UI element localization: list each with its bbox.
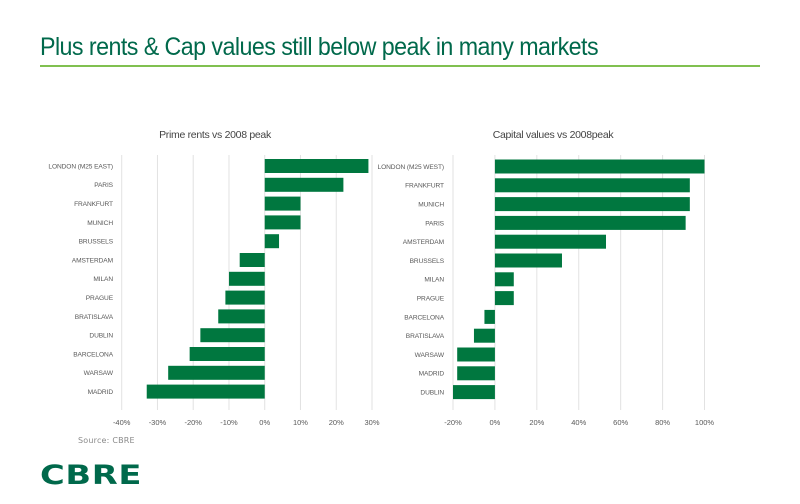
x-tick-label: -20% — [444, 418, 462, 427]
category-label: BRATISLAVA — [406, 333, 445, 340]
category-label: DUBLIN — [420, 390, 444, 397]
x-tick-label: 30% — [364, 418, 379, 427]
x-tick-label: -20% — [184, 418, 202, 427]
bar — [457, 366, 495, 381]
x-tick-label: -10% — [220, 418, 238, 427]
cbre-logo: CBRE — [40, 460, 143, 491]
category-label: PARIS — [425, 220, 444, 227]
bar — [264, 159, 369, 173]
bar — [494, 197, 690, 212]
bar — [494, 272, 514, 287]
bar — [225, 290, 265, 305]
category-label: WARSAW — [415, 352, 445, 359]
chart-title: Capital values vs 2008peak — [493, 129, 615, 141]
bar — [494, 215, 686, 230]
category-label: MILAN — [424, 277, 444, 284]
category-label: AMSTERDAM — [72, 257, 113, 264]
x-tick-label: 20% — [329, 418, 344, 427]
chart-title: Prime rents vs 2008 peak — [159, 129, 272, 141]
bar — [457, 347, 495, 362]
bar — [200, 328, 265, 343]
category-label: MILAN — [93, 276, 113, 283]
category-label: LONDON (M25 WEST) — [378, 164, 444, 171]
bar — [494, 178, 690, 193]
bar — [146, 384, 265, 399]
bar — [264, 215, 301, 230]
bar — [453, 385, 495, 400]
x-tick-label: 10% — [293, 418, 308, 427]
x-tick-label: 20% — [529, 418, 544, 427]
category-label: BARCELONA — [73, 351, 113, 358]
bar — [218, 309, 265, 324]
x-tick-label: -30% — [149, 418, 167, 427]
bar — [239, 253, 265, 267]
category-label: FRANKFURT — [74, 201, 113, 208]
source-note: Source: CBRE — [78, 436, 135, 445]
category-label: LONDON (M25 EAST) — [48, 163, 113, 170]
x-tick-label: 80% — [655, 418, 670, 427]
bar — [264, 196, 301, 211]
category-label: PRAGUE — [417, 296, 445, 303]
category-label: PRAGUE — [86, 295, 114, 302]
category-label: AMSTERDAM — [403, 239, 444, 246]
category-label: FRANKFURT — [405, 183, 444, 190]
x-tick-label: 0% — [489, 418, 500, 427]
x-tick-label: 0% — [259, 418, 270, 427]
bar — [228, 271, 265, 286]
x-tick-label: -40% — [113, 418, 131, 427]
capital-values-chart: Capital values vs 2008peak -20% 0% 20% 40% 60… — [378, 129, 715, 427]
bar — [494, 253, 562, 268]
title-underline — [40, 65, 760, 67]
bar — [264, 177, 344, 192]
category-label: WARSAW — [84, 370, 114, 377]
bar — [168, 365, 265, 380]
category-label: MADRID — [419, 371, 445, 378]
bar — [484, 309, 495, 324]
bar — [264, 234, 280, 249]
category-label: BRATISLAVA — [75, 314, 114, 321]
bar — [494, 159, 705, 174]
prime-rents-chart: Prime rents vs 2008 peak -40% -30% -20% -10%… — [48, 129, 379, 427]
category-label: BARCELONA — [404, 314, 444, 321]
category-label: BRUSSELS — [410, 258, 445, 265]
bar — [494, 291, 514, 306]
x-tick-label: 60% — [613, 418, 628, 427]
category-label: MUNICH — [87, 220, 113, 227]
category-label: MADRID — [88, 389, 114, 396]
x-tick-label: 40% — [571, 418, 586, 427]
slide-title: Plus rents & Cap values still below peak… — [40, 33, 599, 61]
bar — [189, 347, 265, 361]
bar — [494, 234, 606, 249]
category-label: BRUSSELS — [79, 239, 114, 246]
category-label: MUNICH — [418, 202, 444, 209]
bar — [473, 328, 495, 343]
category-label: DUBLIN — [89, 333, 113, 340]
x-tick-label: 100% — [695, 418, 715, 427]
category-label: PARIS — [94, 182, 113, 189]
